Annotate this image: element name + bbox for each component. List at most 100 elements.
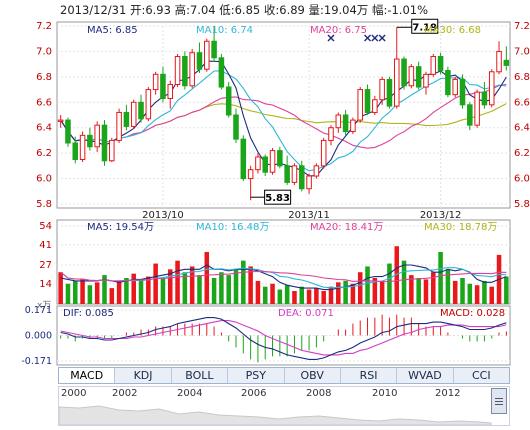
volume-bar: [474, 285, 480, 304]
volume-bar: [189, 266, 195, 304]
volume-bar: [160, 278, 166, 304]
volume-bar: [299, 286, 305, 304]
candle-body: [57, 119, 64, 122]
volume-bar: [314, 288, 319, 304]
tab-boll[interactable]: BOLL: [172, 368, 229, 383]
candle-body: [401, 58, 407, 87]
volume-bar: [292, 291, 297, 304]
tab-obv[interactable]: OBV: [285, 368, 341, 383]
candle-body: [145, 89, 152, 120]
volume-bar: [350, 283, 356, 304]
candle-body: [415, 66, 422, 88]
price-y-tick-right: 6.2: [514, 148, 530, 159]
candle-body: [474, 91, 480, 126]
volume-bar: [379, 280, 385, 304]
candle-body: [320, 139, 327, 167]
candle-body: [123, 111, 130, 127]
volume-ma10-line: [60, 267, 507, 289]
nav-year-2006: 2006: [241, 388, 267, 399]
volume-bar: [87, 285, 93, 304]
volume-bar: [233, 269, 239, 304]
candle-body: [269, 150, 276, 173]
price-ma-legend-2: MA10: 6.74: [196, 25, 253, 36]
volume-bar: [167, 269, 173, 304]
volume-bar: [248, 266, 253, 304]
volume-bar: [73, 280, 78, 304]
volume-bar: [416, 278, 421, 304]
event-cross-icon: [364, 34, 372, 42]
tab-rsi[interactable]: RSI: [341, 368, 398, 383]
price-ma-legend-4: MA30: 6.68: [424, 25, 481, 36]
candle-body: [459, 78, 466, 106]
volume-bar: [109, 288, 115, 304]
candle-body: [386, 78, 393, 107]
high-marker-label: 7.19: [412, 22, 437, 33]
volume-bar: [262, 286, 268, 304]
volume-bar: [467, 283, 473, 304]
candle-body: [79, 134, 86, 160]
candle-body: [503, 59, 510, 66]
macd-y-tick: 0.000: [25, 331, 52, 342]
volume-ma-legend-2: MA10: 16.48万: [196, 222, 269, 233]
volume-bar: [438, 252, 443, 304]
candle-body: [204, 40, 210, 70]
candle-body: [430, 56, 437, 75]
volume-bar: [175, 260, 180, 304]
navigator-handle[interactable]: [491, 388, 507, 414]
volume-bar: [102, 275, 107, 304]
candle-body: [350, 119, 356, 133]
price-y-tick-left: 6.4: [36, 123, 52, 134]
volume-bar: [372, 278, 378, 304]
candle-body: [130, 101, 137, 127]
tab-kdj[interactable]: KDJ: [115, 368, 172, 383]
candle-body: [437, 56, 444, 71]
price-y-tick-right: 6.4: [514, 123, 530, 134]
quote-change: 幅:-1.01%: [371, 3, 429, 17]
volume-bar: [277, 289, 283, 304]
candle-body: [233, 114, 239, 140]
candle-body: [357, 89, 363, 121]
candle-body: [364, 89, 371, 113]
candle-body: [445, 70, 451, 96]
price-y-tick-right: 6.8: [514, 72, 530, 83]
volume-bar: [460, 278, 465, 304]
tab-wvad[interactable]: WVAD: [397, 368, 454, 383]
candle-body: [101, 124, 108, 162]
candle-body: [211, 40, 217, 59]
volume-unit-label: x万: [37, 301, 51, 311]
tab-cci[interactable]: CCI: [472, 369, 491, 382]
price-y-tick-right: 6.6: [514, 97, 530, 108]
price-y-tick-right: 6.0: [514, 174, 530, 185]
indicator-tabs: MACD KDJ BOLL PSY OBV RSI WVAD CCI: [58, 367, 510, 384]
candle-body: [182, 56, 188, 87]
candle-body: [393, 58, 400, 107]
price-x-tick: 2013/11: [288, 210, 330, 221]
volume-y-tick: 54: [39, 221, 52, 232]
volume-bar: [182, 272, 188, 304]
tab-macd[interactable]: MACD: [59, 368, 116, 383]
volume-bar: [321, 291, 326, 304]
volume-bar: [255, 280, 261, 304]
event-cross-icon: [378, 34, 386, 42]
candle-body: [109, 139, 115, 162]
price-x-tick: 2013/10: [142, 210, 184, 221]
candle-body: [277, 150, 283, 167]
time-navigator[interactable]: 2000 2002 2004 2006 2008 2010 2012: [58, 386, 510, 426]
volume-y-tick: 27: [39, 260, 52, 271]
macd-value-legend: MACD: 0.028: [440, 308, 505, 319]
macd-y-tick: -0.171: [21, 356, 52, 367]
ma10-line: [60, 70, 507, 172]
candle-body: [342, 114, 349, 133]
tab-psy[interactable]: PSY: [228, 368, 285, 383]
nav-year-2000: 2000: [61, 388, 87, 399]
event-cross-icon: [327, 34, 335, 42]
volume-bar: [204, 252, 210, 304]
volume-bar: [116, 280, 122, 304]
price-y-tick-left: 6.0: [36, 174, 52, 185]
candle-body: [452, 78, 458, 96]
volume-bar: [58, 272, 63, 304]
volume-bar: [138, 279, 144, 304]
candle-body: [372, 99, 378, 113]
quote-open: 开:6.93: [129, 3, 171, 17]
